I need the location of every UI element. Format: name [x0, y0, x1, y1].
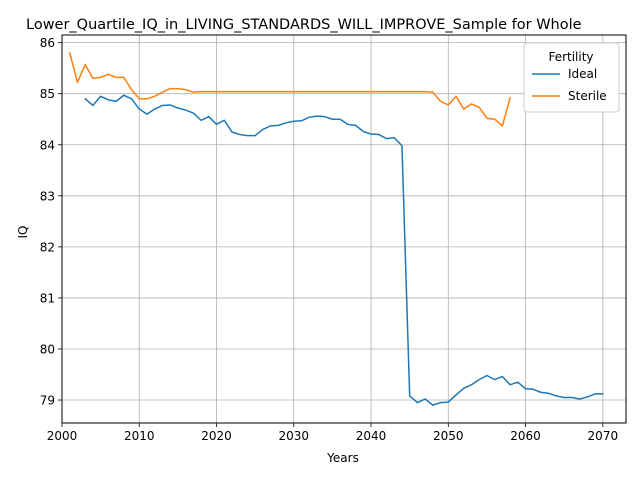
y-axis-ticks: 79 80 81 82 83 84 85 86	[40, 36, 62, 408]
x-tick-label: 2020	[201, 429, 232, 443]
y-tick-label: 86	[40, 36, 55, 50]
legend-title: Fertility	[548, 50, 593, 64]
series-lines	[68, 51, 604, 406]
y-tick-label: 85	[40, 87, 55, 101]
y-tick-label: 84	[40, 138, 55, 152]
legend-label-sterile: Sterile	[568, 89, 607, 103]
series-line-ideal	[84, 94, 604, 406]
x-tick-label: 2070	[588, 429, 619, 443]
legend-label-ideal: Ideal	[568, 67, 597, 81]
x-tick-label: 2010	[124, 429, 155, 443]
y-tick-label: 83	[40, 189, 55, 203]
y-tick-label: 82	[40, 240, 55, 254]
y-axis-label: IQ	[16, 226, 30, 239]
y-tick-label: 79	[40, 394, 55, 408]
y-tick-label: 81	[40, 291, 55, 305]
legend: Fertility Ideal Sterile	[523, 42, 620, 113]
x-tick-label: 2040	[356, 429, 387, 443]
x-tick-label: 2060	[510, 429, 541, 443]
x-axis-ticks: 2000 2010 2020 2030 2040 2050 2060 2070	[47, 423, 618, 443]
series-line-sterile	[68, 51, 512, 127]
legend-box	[523, 42, 620, 113]
x-tick-label: 2000	[47, 429, 78, 443]
chart-title: Lower_Quartile_IQ_in_LIVING_STANDARDS_WI…	[26, 17, 582, 33]
plot-frame	[61, 34, 627, 424]
legend-entries: Ideal Sterile	[532, 67, 607, 103]
x-tick-label: 2050	[433, 429, 464, 443]
x-axis-label: Years	[326, 451, 359, 465]
y-tick-label: 80	[40, 342, 55, 356]
x-tick-label: 2030	[279, 429, 310, 443]
